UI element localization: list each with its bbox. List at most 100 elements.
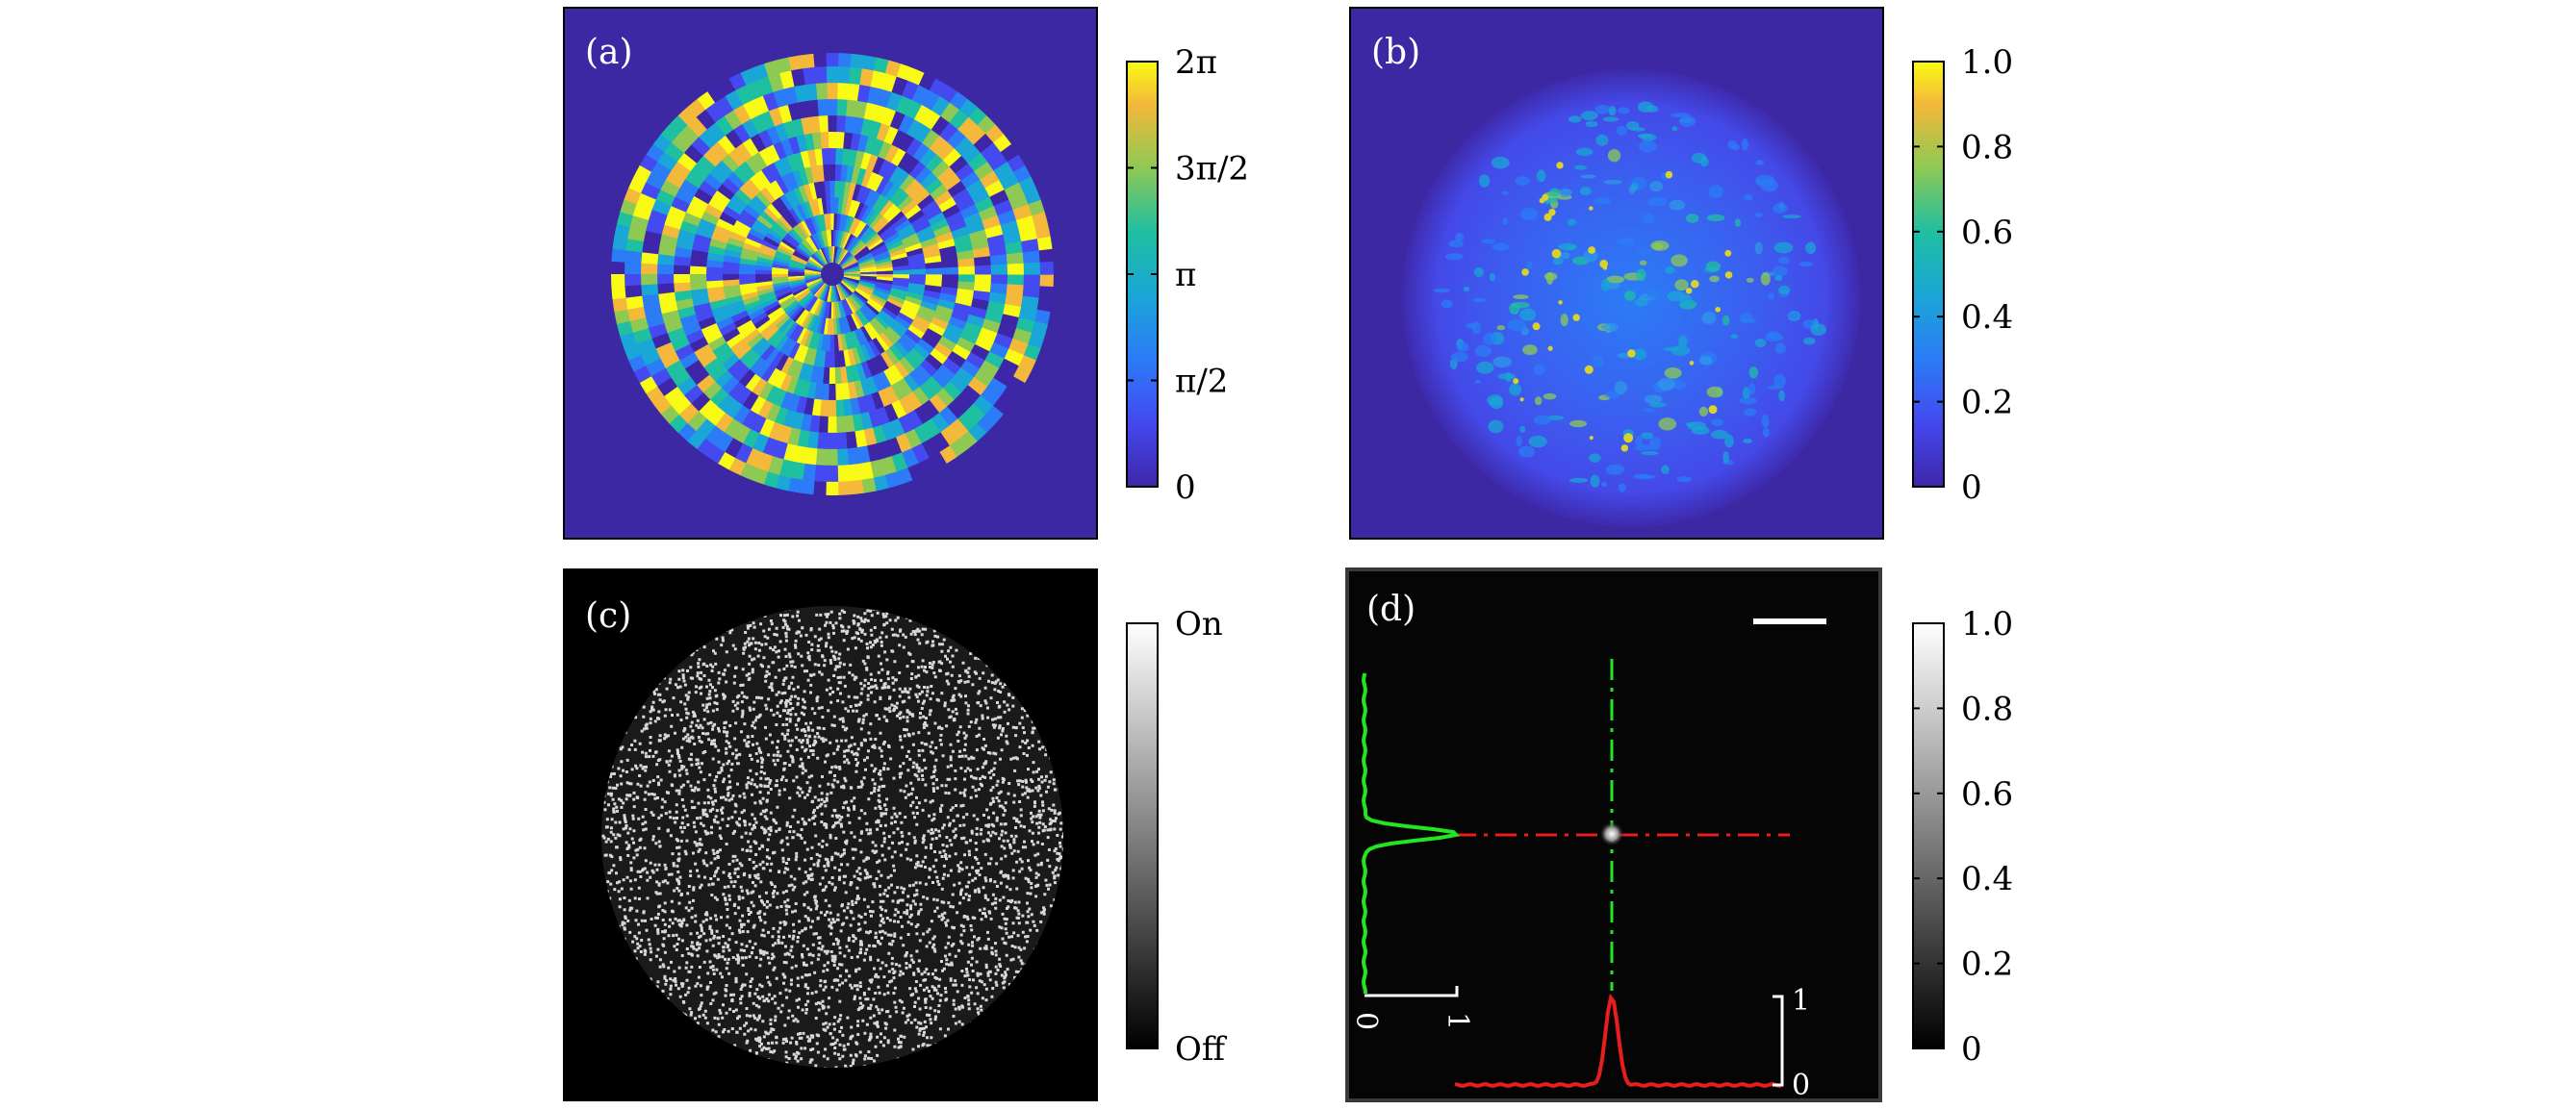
phase-cell <box>891 284 909 292</box>
speckle-peak <box>1602 265 1608 270</box>
speckle-blob <box>1649 181 1664 192</box>
colorbar-b: 00.20.40.60.81.0 <box>1912 43 2013 507</box>
phase-cell <box>754 265 773 271</box>
phase-cell <box>754 260 773 267</box>
phase-cell <box>885 326 903 342</box>
phase-cell <box>807 280 824 291</box>
phase-cell <box>863 207 877 225</box>
speckle-blob <box>1573 164 1587 170</box>
phase-cell <box>922 242 941 254</box>
phase-cell <box>877 221 893 237</box>
phase-cell <box>901 232 920 245</box>
phase-cell <box>837 82 850 100</box>
phase-cell <box>865 376 879 395</box>
phase-cell <box>686 115 708 138</box>
phase-cell <box>843 274 861 278</box>
phase-cell <box>908 369 927 389</box>
phase-cell <box>815 231 825 248</box>
phase-cell <box>684 170 704 189</box>
speckle-blob <box>1754 241 1763 255</box>
phase-cell <box>826 229 830 247</box>
phase-cell <box>738 347 756 366</box>
phase-cell <box>766 228 784 241</box>
phase-cell <box>833 285 838 303</box>
phase-cell <box>967 376 988 397</box>
phase-cell <box>843 298 854 315</box>
phase-cell <box>855 184 867 203</box>
phase-cell <box>906 118 924 139</box>
phase-cell <box>1007 274 1025 286</box>
phase-cell <box>859 378 872 397</box>
phase-cell <box>904 329 923 345</box>
phase-cell <box>815 299 825 317</box>
phase-cell <box>794 309 808 325</box>
phase-cell <box>640 263 658 274</box>
phase-cell <box>849 294 862 311</box>
phase-cell <box>925 153 945 173</box>
phase-cell <box>640 181 661 200</box>
phase-cell <box>813 382 824 401</box>
speckle-blob <box>1774 342 1786 354</box>
phase-cell <box>828 229 832 247</box>
phase-cell <box>658 300 678 315</box>
phase-cell <box>750 114 767 135</box>
phase-cell <box>795 395 807 416</box>
phase-cell <box>809 281 825 294</box>
phase-cell <box>936 364 956 383</box>
phase-cell <box>810 164 820 183</box>
speckle-blob <box>1778 390 1785 402</box>
phase-cell <box>776 246 793 258</box>
phase-cell <box>685 203 705 219</box>
speckle-blob <box>1727 139 1737 149</box>
phase-cell <box>771 279 789 285</box>
phase-cell <box>852 414 864 433</box>
phase-cell <box>657 243 676 257</box>
phase-cell <box>833 245 837 264</box>
phase-cell <box>798 166 809 186</box>
phase-cell <box>779 391 794 411</box>
phase-cell <box>693 187 713 205</box>
panel-a-label: (a) <box>585 33 633 72</box>
speckle-blob <box>1592 355 1604 367</box>
phase-cell <box>754 269 773 274</box>
phase-cell <box>828 114 838 133</box>
phase-cell <box>854 149 865 168</box>
phase-cell <box>742 328 760 344</box>
speckle-blob <box>1661 465 1670 475</box>
phase-cell <box>794 247 810 260</box>
speckle-blob <box>1548 188 1561 197</box>
phase-cell <box>956 249 976 261</box>
phase-cell <box>854 290 870 303</box>
speckle-blob <box>1567 218 1576 226</box>
phase-cell <box>931 217 950 232</box>
phase-cell <box>891 214 909 230</box>
phase-cell <box>854 329 865 347</box>
phase-cell <box>872 246 890 258</box>
speckle-blob <box>1533 415 1552 425</box>
phase-cell <box>871 391 885 411</box>
phase-cell <box>724 109 743 130</box>
phase-cell <box>703 203 724 219</box>
phase-cell <box>804 295 817 312</box>
phase-cell <box>894 218 912 233</box>
phase-cell <box>872 155 886 175</box>
phase-cell <box>717 134 736 155</box>
speckle-peak <box>1589 206 1594 211</box>
phase-cell <box>762 235 780 248</box>
phase-cell <box>722 273 740 281</box>
phase-cell <box>872 317 887 334</box>
phase-cell <box>986 377 1008 398</box>
phase-cell <box>880 106 897 127</box>
phase-cell <box>846 235 858 252</box>
phase-cell <box>648 209 668 225</box>
phase-cell <box>778 192 793 211</box>
phase-cell <box>888 243 906 254</box>
phase-cell <box>819 180 827 198</box>
phase-cell <box>912 387 931 407</box>
phase-cell <box>1005 240 1024 255</box>
speckle-blob <box>1701 311 1717 324</box>
phase-cell <box>827 432 838 450</box>
phase-cell <box>857 327 869 345</box>
phase-cell <box>762 206 779 222</box>
phase-cell <box>879 310 896 324</box>
